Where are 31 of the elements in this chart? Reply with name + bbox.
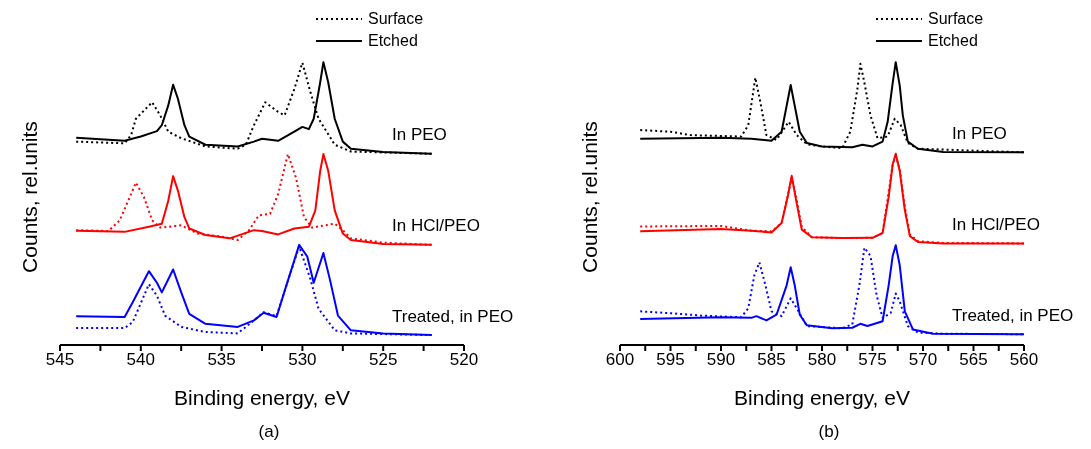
x-tick-label: 585 <box>757 350 786 370</box>
annotation: In HCl/PEO <box>952 214 1040 234</box>
x-tick-label: 600 <box>605 350 635 370</box>
x-axis-title: Binding energy, eV <box>734 386 910 409</box>
x-axis-title: Binding energy, eV <box>174 386 350 409</box>
x-tick-label: 595 <box>656 350 685 370</box>
x-tick-label: 575 <box>858 350 887 370</box>
legend-label: Surface <box>928 10 984 28</box>
x-tick-label: 560 <box>1009 350 1039 370</box>
x-tick-label: 545 <box>45 350 75 370</box>
annotation: Treated, in PEO <box>952 305 1074 325</box>
legend-label: Etched <box>928 32 978 50</box>
y-axis-title: Counts, rel.units <box>578 120 602 273</box>
annotation: Treated, in PEO <box>392 306 514 326</box>
legend-label: Surface <box>368 10 424 28</box>
x-tick-label: 565 <box>959 350 988 370</box>
x-tick-label: 580 <box>807 350 837 370</box>
x-tick-label: 520 <box>449 350 479 370</box>
annotation: In PEO <box>392 125 447 145</box>
annotation: In HCl/PEO <box>392 216 480 236</box>
x-tick-label: 590 <box>706 350 736 370</box>
x-tick-label: 540 <box>126 350 155 370</box>
x-tick-label: 525 <box>369 350 398 370</box>
text: (a) <box>257 422 281 442</box>
y-axis-title: Counts, rel.units <box>18 120 42 273</box>
legend-label: Etched <box>368 32 418 50</box>
text: (b) <box>817 422 841 442</box>
x-tick-label: 530 <box>288 350 317 370</box>
annotation: In PEO <box>952 123 1007 143</box>
x-tick-label: 570 <box>908 350 938 370</box>
x-tick-label: 535 <box>207 350 236 370</box>
